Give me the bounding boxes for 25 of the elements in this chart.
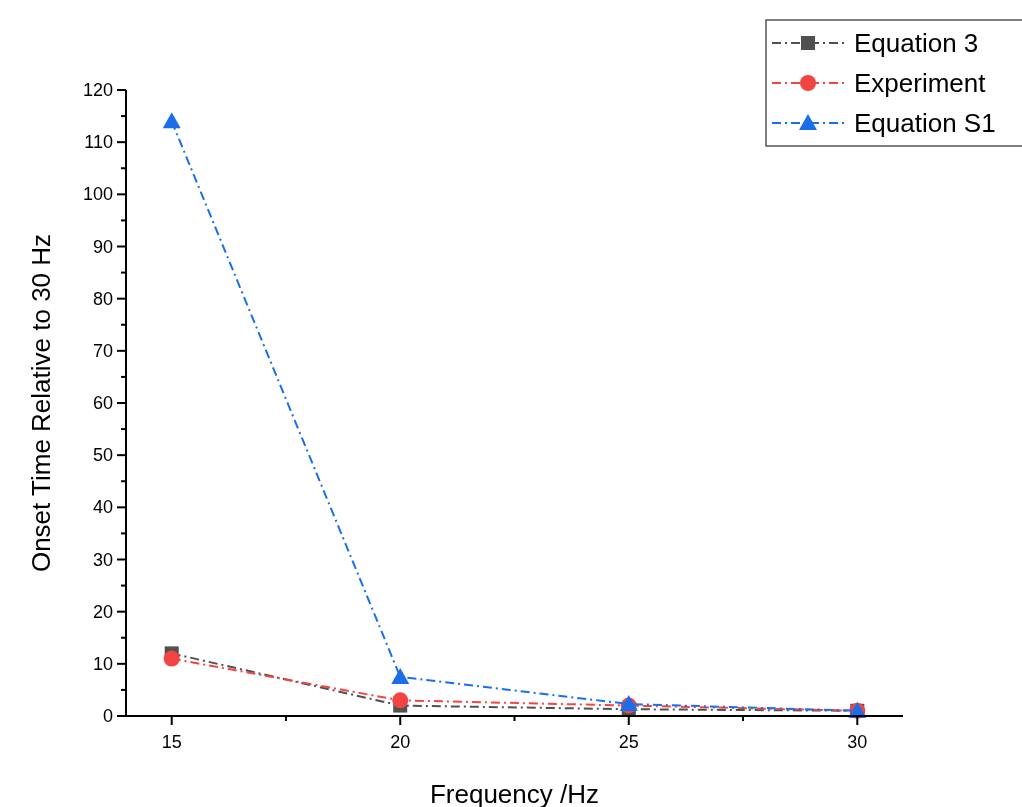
y-tick-label: 110 [84, 132, 113, 153]
y-tick-label: 0 [102, 706, 113, 726]
y-tick-label: 70 [92, 340, 113, 361]
x-tick-label: 20 [390, 732, 411, 752]
legend-label: Equation 3 [854, 28, 979, 58]
legend-label: Equation S1 [854, 108, 996, 138]
y-tick-label: 20 [92, 601, 113, 622]
point [392, 692, 409, 709]
y-tick-label: 90 [92, 236, 113, 257]
point [163, 650, 180, 667]
x-tick-label: 30 [847, 732, 868, 752]
y-tick-label: 100 [82, 184, 113, 205]
x-tick-label: 25 [618, 732, 639, 752]
y-tick-label: 30 [92, 549, 113, 570]
y-tick-label: 10 [92, 653, 113, 674]
y-tick-label: 120 [82, 80, 113, 100]
x-tick-label: 15 [161, 732, 182, 752]
y-axis-title: Onset Time Relative to 30 Hz [26, 233, 56, 573]
y-tick-label: 80 [92, 288, 113, 309]
point [162, 112, 181, 129]
legend-label: Experiment [854, 68, 987, 98]
y-tick-label: 40 [92, 497, 113, 518]
point [391, 667, 410, 684]
y-tick-label: 50 [92, 445, 113, 466]
y-tick-label: 60 [92, 393, 113, 413]
